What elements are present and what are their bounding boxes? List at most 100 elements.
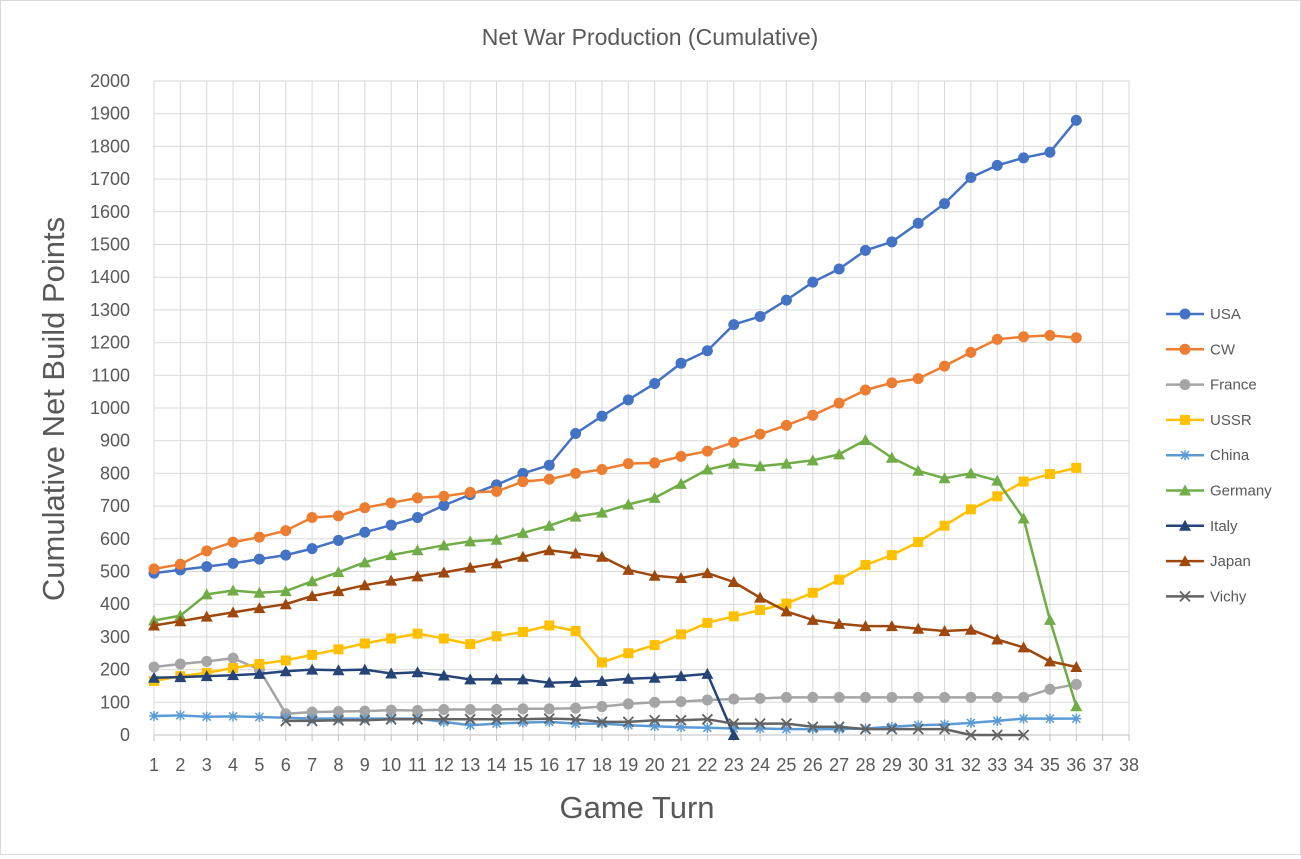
data-point-cw xyxy=(201,545,213,557)
data-point-usa xyxy=(859,244,871,256)
data-point-italy xyxy=(490,673,503,685)
data-point-china xyxy=(280,712,291,723)
series-line-cw xyxy=(153,334,1077,571)
data-point-china xyxy=(623,720,634,731)
legend-item-vichy: Vichy xyxy=(1166,588,1247,605)
data-point-france xyxy=(491,703,503,715)
data-point-ussr xyxy=(1018,476,1029,487)
legend-marker-ussr xyxy=(1180,414,1190,425)
data-point-china xyxy=(807,724,818,735)
data-point-ussr xyxy=(412,628,423,639)
data-point-japan xyxy=(754,591,767,603)
data-point-cw xyxy=(306,512,318,524)
data-point-ussr xyxy=(649,640,660,651)
legend-marker-china xyxy=(1180,450,1190,461)
data-point-france xyxy=(649,696,661,708)
series-line-germany xyxy=(153,438,1078,707)
data-point-ussr xyxy=(913,537,924,548)
data-point-china xyxy=(649,721,660,732)
data-point-italy xyxy=(648,671,661,683)
y-tick-label: 1100 xyxy=(91,365,130,385)
x-tick-label: 20 xyxy=(645,755,665,775)
data-point-ussr xyxy=(860,559,871,570)
data-point-vichy xyxy=(938,723,951,735)
data-point-germany xyxy=(358,556,371,568)
x-tick-label: 9 xyxy=(360,755,370,775)
data-point-germany xyxy=(622,498,635,510)
data-point-vichy xyxy=(596,716,608,728)
data-point-cw xyxy=(359,502,371,514)
data-point-japan xyxy=(464,561,477,573)
data-point-usa xyxy=(332,534,344,546)
data-point-usa xyxy=(965,171,977,183)
data-point-cw xyxy=(912,373,924,385)
data-point-japan xyxy=(385,574,398,586)
legend-item-japan: Japan xyxy=(1166,553,1251,570)
data-point-usa xyxy=(280,549,292,561)
y-tick-label: 600 xyxy=(100,529,130,549)
data-point-ussr xyxy=(623,648,634,659)
legend: USA CW France USSR China Germany Italy Japan Vic… xyxy=(1166,306,1272,605)
data-point-usa xyxy=(359,526,371,538)
data-point-china xyxy=(992,715,1003,726)
data-point-japan xyxy=(1017,641,1030,653)
data-point-germany xyxy=(701,463,714,475)
legend-label-ussr: USSR xyxy=(1210,412,1252,429)
data-point-ussr xyxy=(517,626,528,637)
data-point-cw xyxy=(491,485,503,497)
data-point-vichy xyxy=(965,729,977,741)
series-line-france xyxy=(153,656,1077,715)
x-tick-label: 13 xyxy=(460,755,480,775)
x-tick-label: 16 xyxy=(539,755,559,775)
data-point-china xyxy=(1044,713,1055,724)
data-point-france xyxy=(886,691,898,703)
y-tick-label: 700 xyxy=(100,496,130,516)
data-point-germany xyxy=(964,467,977,479)
data-point-italy xyxy=(253,667,266,679)
data-point-china xyxy=(939,719,950,730)
data-point-china xyxy=(728,723,739,734)
legend-label-italy: Italy xyxy=(1210,518,1238,535)
x-tick-label: 3 xyxy=(202,755,212,775)
data-point-france xyxy=(201,655,213,667)
data-point-ussr xyxy=(333,644,344,655)
data-point-italy xyxy=(200,670,213,682)
data-point-france xyxy=(385,704,397,716)
data-point-germany xyxy=(1043,613,1056,625)
data-point-japan xyxy=(701,567,714,579)
data-point-cw xyxy=(253,531,265,543)
x-tick-label: 8 xyxy=(333,755,343,775)
data-point-china xyxy=(676,722,687,733)
data-point-germany xyxy=(279,585,292,597)
data-point-china xyxy=(834,724,845,735)
data-point-vichy xyxy=(306,715,318,727)
series-line-japan xyxy=(153,548,1077,669)
y-tick-label: 900 xyxy=(100,431,130,451)
data-point-france xyxy=(833,691,845,703)
data-point-usa xyxy=(543,459,555,471)
y-tick-label: 1800 xyxy=(90,136,130,156)
data-point-germany xyxy=(516,526,529,538)
data-point-france xyxy=(807,691,819,703)
data-point-germany xyxy=(1017,512,1030,524)
data-point-france xyxy=(517,703,529,715)
data-point-usa xyxy=(939,198,951,210)
data-point-vichy xyxy=(649,714,661,726)
data-point-germany xyxy=(543,519,556,531)
data-point-italy xyxy=(543,676,556,688)
data-point-ussr xyxy=(702,617,713,628)
data-point-japan xyxy=(1043,655,1056,667)
series-vichy xyxy=(280,713,1030,741)
y-tick-label: 400 xyxy=(100,594,130,614)
data-point-usa xyxy=(833,263,845,275)
data-point-usa xyxy=(886,236,898,248)
legend-label-vichy: Vichy xyxy=(1210,588,1247,605)
data-point-japan xyxy=(964,623,977,635)
series-japan xyxy=(148,544,1083,672)
data-point-germany xyxy=(754,460,767,472)
x-tick-label: 27 xyxy=(829,755,849,775)
y-tick-label: 300 xyxy=(100,627,130,647)
x-tick-label: 7 xyxy=(307,755,317,775)
data-point-cw xyxy=(701,445,713,457)
data-point-germany xyxy=(437,539,450,551)
